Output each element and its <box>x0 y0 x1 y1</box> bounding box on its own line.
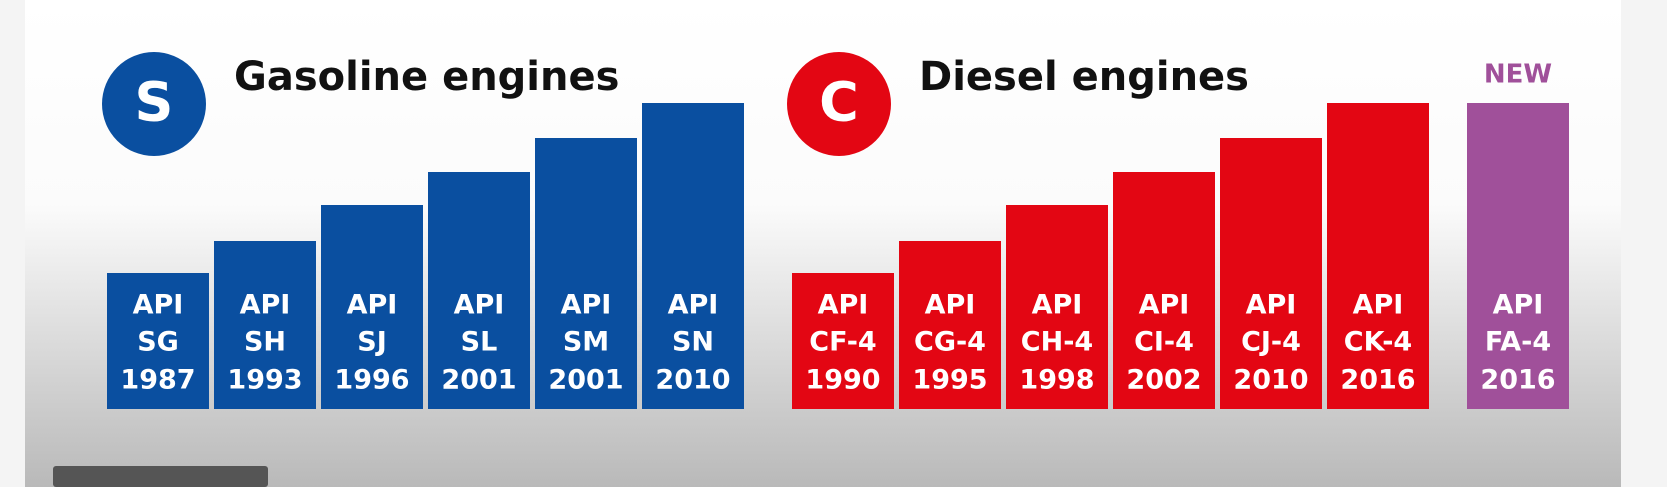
item-label: CF-4 <box>809 327 876 358</box>
item-label: CH-4 <box>1021 327 1093 358</box>
item-label: 1995 <box>912 365 987 396</box>
item-label: API <box>818 290 869 321</box>
grade-bar <box>1327 103 1429 409</box>
item-label: SN <box>672 327 714 358</box>
badge-letter: S <box>135 71 174 134</box>
grade-bar <box>214 241 316 409</box>
grade-bar <box>1220 138 1322 409</box>
caption-tab <box>53 466 268 487</box>
item-label: FA-4 <box>1485 327 1551 358</box>
grade-bar <box>899 241 1001 409</box>
item-label: 2001 <box>441 365 516 396</box>
item-label: SG <box>137 327 179 358</box>
item-label: 2001 <box>548 365 623 396</box>
grade-bar <box>107 273 209 409</box>
grade-bar <box>321 205 423 409</box>
item-label: CI-4 <box>1134 327 1194 358</box>
item-label: CJ-4 <box>1241 327 1301 358</box>
item-label: API <box>561 290 612 321</box>
item-label: 2002 <box>1126 365 1201 396</box>
item-label: API <box>347 290 398 321</box>
badge-circle <box>102 52 206 156</box>
item-label: SM <box>563 327 609 358</box>
item-label: 1998 <box>1019 365 1094 396</box>
item-label: API <box>454 290 505 321</box>
item-label: 2010 <box>1233 365 1308 396</box>
item-label: 2016 <box>1480 365 1555 396</box>
item-label: API <box>1246 290 1297 321</box>
grade-bar <box>1006 205 1108 409</box>
item-label: SH <box>244 327 286 358</box>
item-label: API <box>1353 290 1404 321</box>
item-label: 2010 <box>655 365 730 396</box>
item-label: API <box>1493 290 1544 321</box>
badge-letter: C <box>819 71 859 134</box>
item-label: API <box>1139 290 1190 321</box>
grade-bar <box>642 103 744 409</box>
item-label: 1987 <box>120 365 195 396</box>
item-label: 1996 <box>334 365 409 396</box>
new-tag: NEW <box>1484 60 1552 90</box>
badge-circle <box>787 52 891 156</box>
item-label: SL <box>461 327 498 358</box>
group-title: Gasoline engines <box>234 54 619 100</box>
grade-bar <box>1467 103 1569 409</box>
item-label: CG-4 <box>914 327 986 358</box>
item-label: API <box>1032 290 1083 321</box>
item-label: API <box>668 290 719 321</box>
item-label: API <box>925 290 976 321</box>
grade-bar <box>792 273 894 409</box>
item-label: SJ <box>357 327 387 358</box>
grade-bar <box>535 138 637 409</box>
item-label: API <box>240 290 291 321</box>
item-label: 1990 <box>805 365 880 396</box>
grade-bar <box>1113 172 1215 409</box>
item-label: 1993 <box>227 365 302 396</box>
group-title: Diesel engines <box>919 54 1249 100</box>
item-label: 2016 <box>1340 365 1415 396</box>
grade-bar <box>428 172 530 409</box>
item-label: CK-4 <box>1344 327 1412 358</box>
item-label: API <box>133 290 184 321</box>
